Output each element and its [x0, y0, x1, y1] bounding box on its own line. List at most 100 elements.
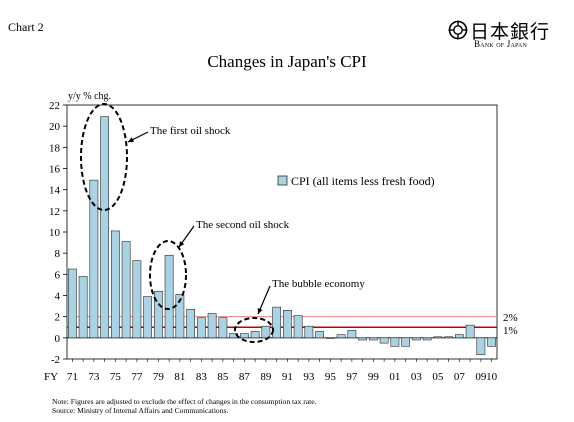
- bar-93: [304, 325, 314, 339]
- bubble-economy-arrowhead: [257, 308, 263, 314]
- y-tick-label: 18: [49, 142, 61, 154]
- note-text: Note: Figures are adjusted to exclude th…: [52, 397, 317, 406]
- reference-lines: [67, 316, 497, 329]
- bar-91: [282, 310, 292, 339]
- y-tick-label: 8: [55, 248, 61, 260]
- y-tick-label: 14: [49, 185, 61, 197]
- bar-76: [121, 241, 131, 339]
- bar-71: [67, 268, 77, 339]
- y-tick-label: 16: [49, 164, 61, 176]
- bar-90: [272, 306, 282, 339]
- bar-03: [411, 337, 421, 341]
- x-tick-label: 73: [88, 371, 100, 383]
- y-tick-label: 22: [49, 100, 60, 112]
- bar-79: [153, 290, 163, 339]
- bar-06: [444, 336, 454, 339]
- bank-seal-icon: [448, 20, 468, 40]
- first-oil-shock-arrowhead: [128, 137, 134, 142]
- chart-number-label: Chart 2: [8, 20, 44, 34]
- bars: [67, 116, 497, 356]
- y-tick-label: 4: [55, 291, 61, 303]
- bar-00: [379, 337, 389, 344]
- bar-02: [401, 337, 411, 347]
- x-tick-label: 97: [346, 371, 358, 383]
- footnote: Note: Figures are adjusted to exclude th…: [52, 397, 317, 415]
- x-tick-label: 81: [174, 371, 185, 383]
- bar-81: [175, 294, 185, 339]
- y-axis-label: y/y % chg.: [68, 91, 111, 102]
- x-axis-label: FY: [44, 371, 58, 383]
- plot-area: [66, 104, 498, 360]
- bar-95: [325, 337, 335, 339]
- y-tick-label: 6: [55, 269, 61, 281]
- bar-85: [218, 317, 228, 339]
- x-tick-label: 77: [131, 371, 143, 383]
- y-tick-label: 20: [49, 121, 61, 133]
- reference-label-2pct: 2%: [503, 312, 518, 324]
- bar-77: [132, 260, 142, 339]
- annotation-bubble-economy: The bubble economy: [272, 278, 365, 290]
- x-tick-label: 75: [110, 371, 122, 383]
- x-tick-label: 79: [153, 371, 165, 383]
- bar-88: [250, 331, 260, 339]
- bar-04: [422, 337, 432, 341]
- bar-99: [368, 337, 378, 341]
- x-tick-label: 83: [196, 371, 208, 383]
- y-tick-label: 12: [49, 206, 60, 218]
- bar-07: [454, 334, 464, 339]
- bar-72: [78, 276, 88, 339]
- bar-87: [239, 333, 249, 339]
- logo-kanji: 日本銀行: [470, 21, 551, 43]
- x-tick-label: 91: [282, 371, 293, 383]
- bar-05: [433, 336, 443, 339]
- x-tick-label: 93: [303, 371, 315, 383]
- bar-89: [261, 325, 271, 339]
- bank-of-japan-logo: 日本銀行 Bank of Japan: [448, 20, 560, 52]
- bar-78: [143, 296, 153, 339]
- y-tick-label: 0: [55, 333, 61, 345]
- bar-01: [390, 337, 400, 347]
- annotation-second-oil-shock: The second oil shock: [196, 219, 290, 231]
- x-tick-label: 03: [411, 371, 423, 383]
- x-tick-label: 87: [239, 371, 251, 383]
- x-tick-label: 95: [325, 371, 337, 383]
- legend-entry: CPI (all items less fresh food): [291, 174, 435, 188]
- bar-74: [100, 116, 110, 339]
- source-text: Source: Ministry of Internal Affairs and…: [52, 406, 229, 415]
- legend: CPI (all items less fresh food): [277, 174, 435, 188]
- bar-75: [110, 230, 120, 339]
- y-axis: -2 0 2 4 6 8 10 12 14 16 18 20 22: [49, 100, 67, 366]
- bar-92: [293, 315, 303, 339]
- bar-73: [89, 179, 99, 339]
- x-tick-label: 09: [475, 371, 487, 383]
- y-tick-label: -2: [51, 354, 60, 366]
- x-tick-label: 05: [432, 371, 444, 383]
- x-tick-label: 85: [217, 371, 229, 383]
- x-tick-label: 89: [260, 371, 272, 383]
- x-tick-label: 01: [389, 371, 400, 383]
- second-oil-shock-ellipse: [149, 240, 187, 310]
- second-oil-shock-arrowhead: [179, 241, 185, 247]
- bar-10: [487, 337, 497, 347]
- first-oil-shock-ellipse: [80, 103, 128, 211]
- annotation-first-oil-shock: The first oil shock: [150, 125, 231, 137]
- bubble-economy-ellipse: [234, 317, 274, 343]
- x-tick-label: 71: [67, 371, 78, 383]
- x-tick-label: 07: [454, 371, 466, 383]
- plot-frame: [66, 104, 498, 360]
- bar-80: [164, 254, 174, 339]
- reference-label-1pct: 1%: [503, 325, 518, 337]
- y-tick-label: 2: [55, 312, 61, 324]
- bar-09: [476, 337, 486, 356]
- x-tick-label: 99: [368, 371, 380, 383]
- bar-83: [196, 317, 206, 339]
- chart-title: Changes in Japan's CPI: [207, 52, 367, 71]
- bar-82: [186, 308, 196, 339]
- bar-96: [336, 334, 346, 339]
- bar-08: [465, 324, 475, 339]
- legend-swatch: [277, 175, 288, 186]
- y-tick-label: 10: [49, 227, 61, 239]
- bar-94: [315, 331, 325, 339]
- bar-98: [358, 337, 368, 341]
